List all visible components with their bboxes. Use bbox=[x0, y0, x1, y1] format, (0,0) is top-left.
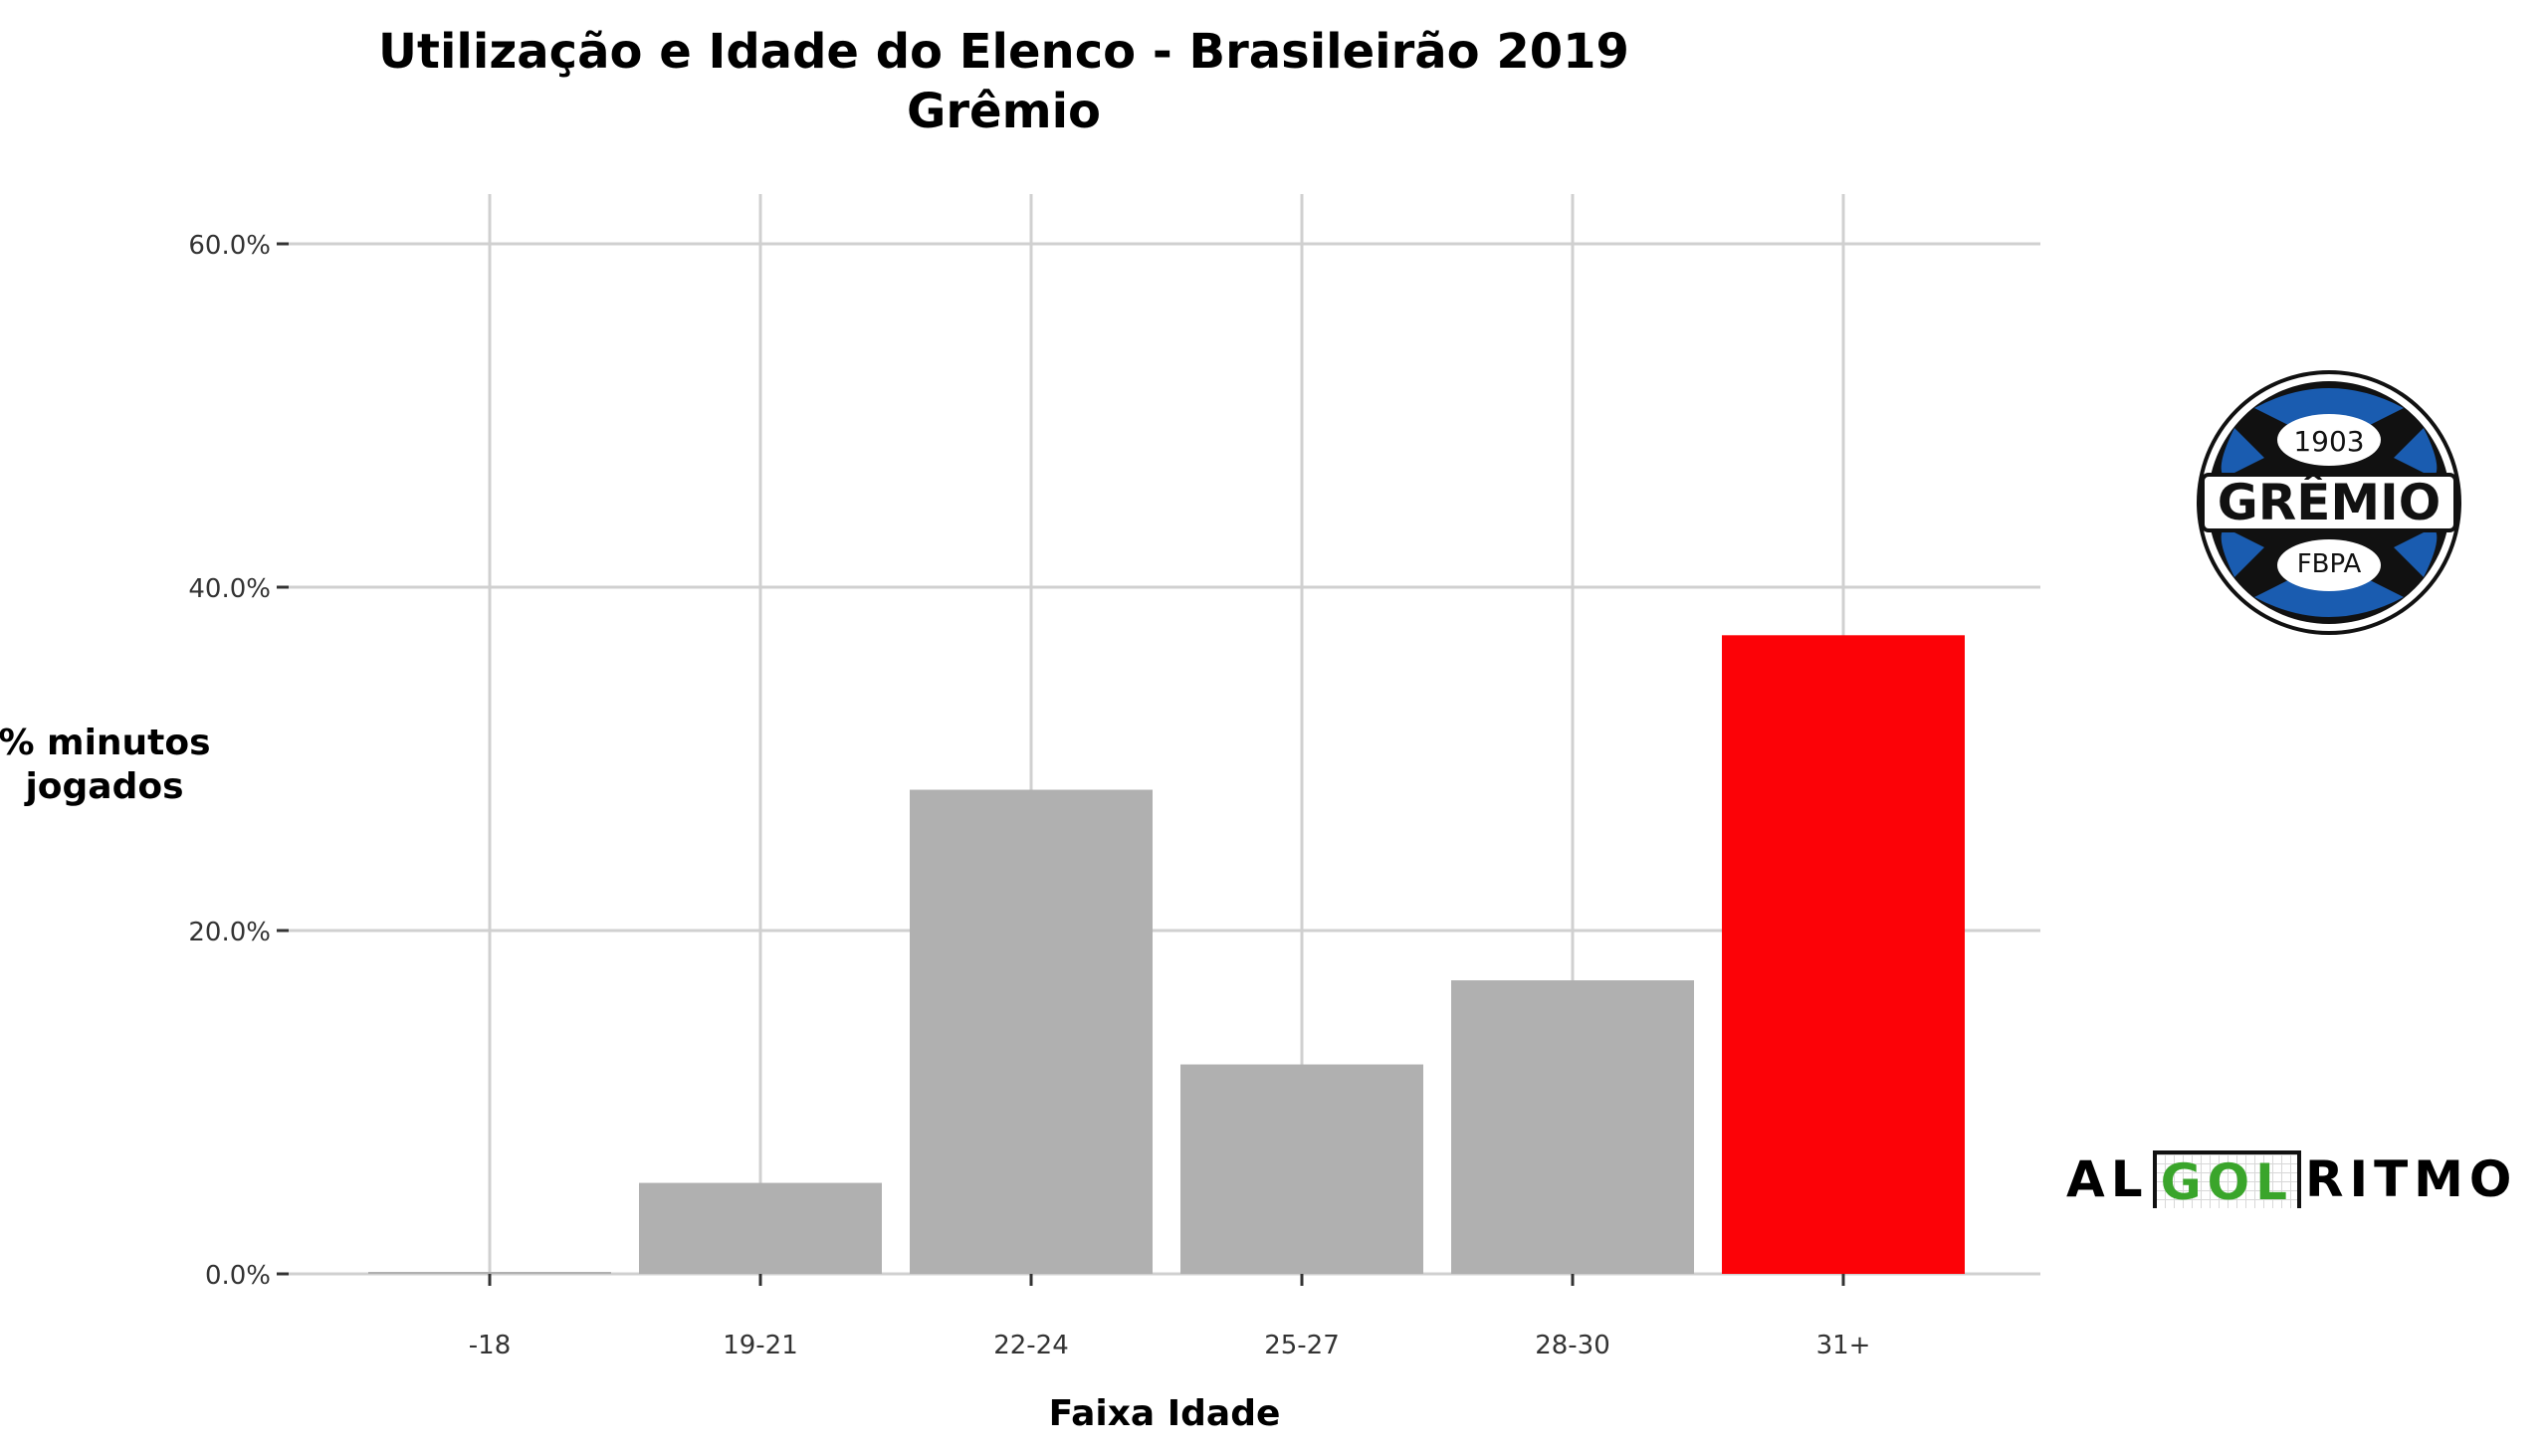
y-tick-label: 0.0% bbox=[205, 1261, 271, 1291]
bar-25-27 bbox=[1180, 1064, 1423, 1274]
gremio-logo: 1903 GRÊMIO FBPA bbox=[2197, 370, 2461, 635]
y-axis-label-line1: % minutos bbox=[0, 723, 211, 763]
x-tick-label: 25-27 bbox=[1264, 1331, 1340, 1360]
x-tick-label: 19-21 bbox=[723, 1331, 798, 1360]
bar-22-24 bbox=[910, 789, 1153, 1274]
x-tick-label: -18 bbox=[469, 1331, 511, 1360]
chart-title-block: Utilização e Idade do Elenco - Brasileir… bbox=[0, 22, 2008, 141]
bars-group bbox=[368, 635, 1965, 1274]
y-axis: 0.0% 20.0% 40.0% 60.0% bbox=[188, 231, 289, 1291]
chart-title: Utilização e Idade do Elenco - Brasileir… bbox=[378, 24, 1629, 80]
x-axis-label: Faixa Idade bbox=[1049, 1393, 1281, 1434]
x-tick-label: 28-30 bbox=[1535, 1331, 1610, 1360]
logo-name: GRÊMIO bbox=[2218, 473, 2442, 531]
x-tick-label: 31+ bbox=[1816, 1331, 1871, 1360]
brand-mid: GOL bbox=[2152, 1150, 2301, 1208]
y-tick-label: 40.0% bbox=[188, 574, 271, 604]
y-tick-label: 60.0% bbox=[188, 231, 271, 261]
bar-19-21 bbox=[639, 1182, 882, 1274]
y-axis-label-line2: jogados bbox=[23, 766, 183, 807]
chart-subtitle: Grêmio bbox=[906, 84, 1102, 139]
bar--18 bbox=[368, 1272, 611, 1274]
brand-post: RITMO bbox=[2304, 1150, 2518, 1208]
bar-31+ bbox=[1722, 635, 1965, 1274]
algolritmo-brand: AL GOL RITMO bbox=[2066, 1144, 2511, 1214]
brand-pre: AL bbox=[2066, 1150, 2149, 1208]
logo-abbr: FBPA bbox=[2297, 549, 2362, 579]
x-axis: -18 19-21 22-24 25-27 28-30 31+ bbox=[469, 1274, 1871, 1360]
y-tick-label: 20.0% bbox=[188, 918, 271, 947]
bar-28-30 bbox=[1451, 980, 1694, 1274]
x-tick-label: 22-24 bbox=[993, 1331, 1069, 1360]
logo-year: 1903 bbox=[2293, 425, 2364, 458]
